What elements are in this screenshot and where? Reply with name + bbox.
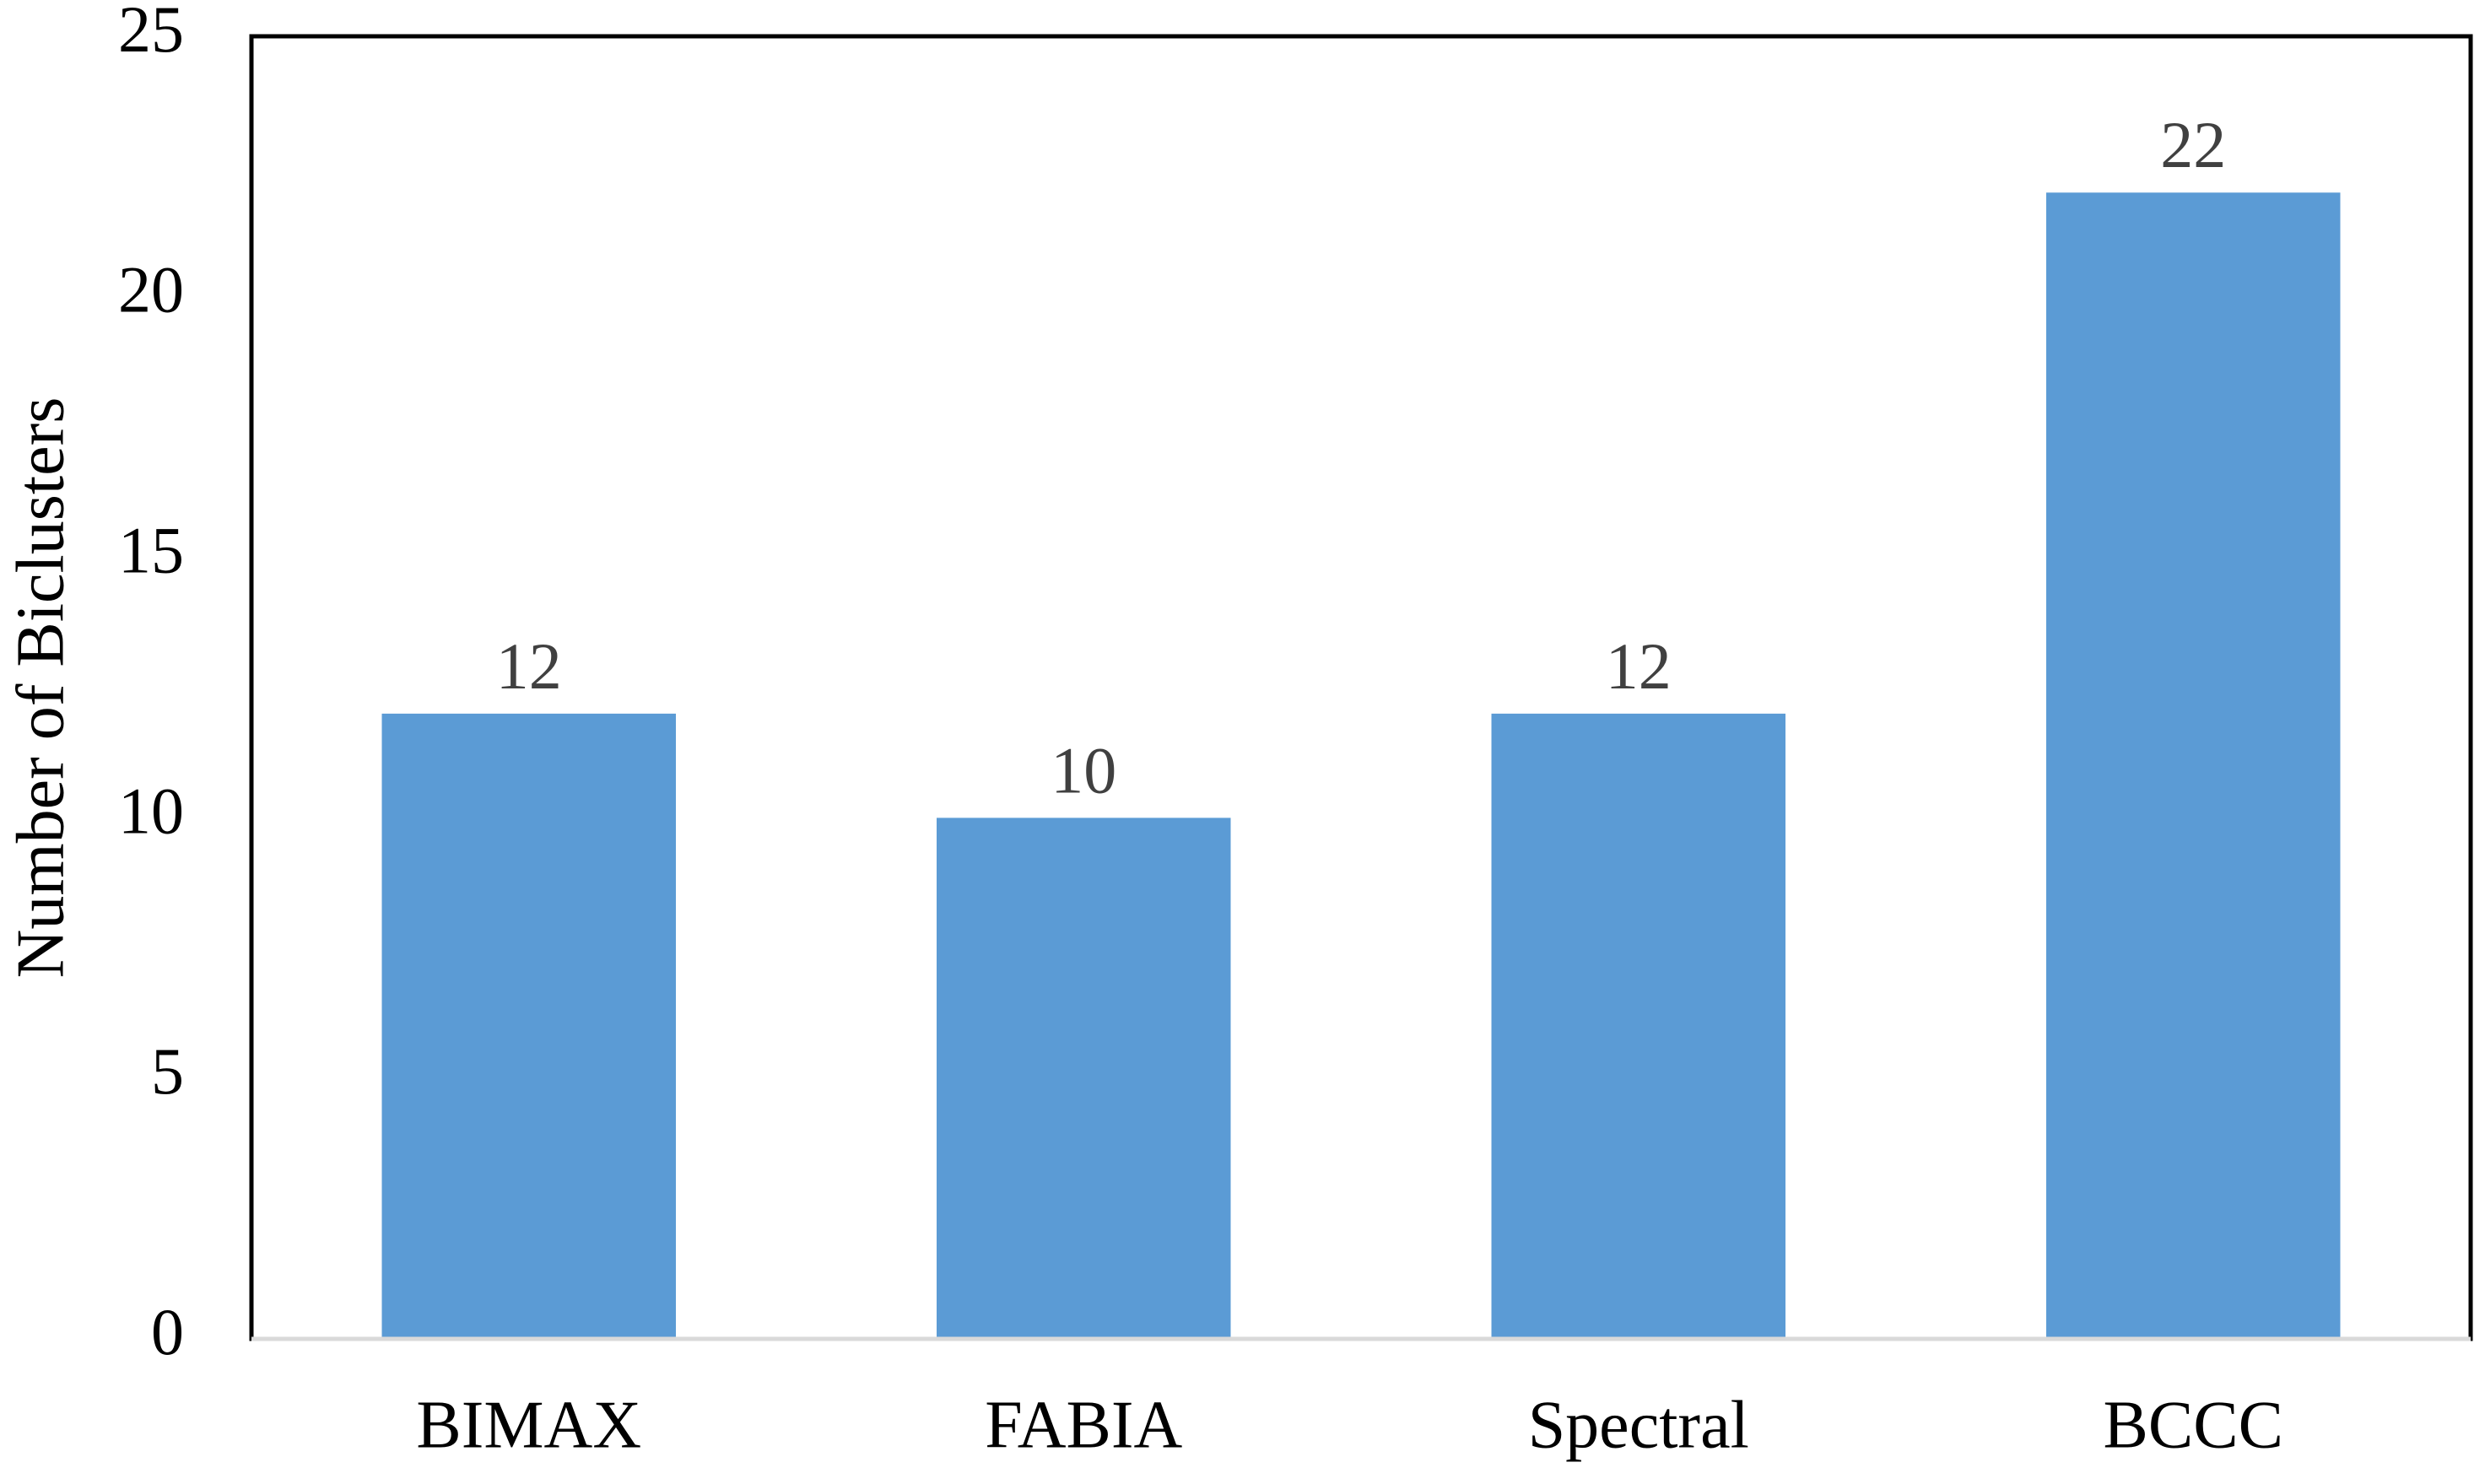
- bars: [381, 192, 2341, 1339]
- x-axis-labels: BIMAX FABIA Spectral BCCC: [416, 1388, 2283, 1462]
- data-label: 12: [496, 629, 562, 703]
- y-tick-label: 15: [118, 514, 184, 587]
- y-tick-label: 10: [118, 774, 184, 847]
- y-tick-label: 20: [118, 253, 184, 326]
- y-axis-title: Number of Biclusters: [3, 397, 78, 979]
- y-axis-ticks: 0 5 10 15 20 25: [118, 0, 184, 1368]
- bar: [2046, 192, 2341, 1339]
- x-tick-label: Spectral: [1528, 1388, 1749, 1462]
- y-tick-label: 25: [118, 0, 184, 66]
- bar: [381, 713, 676, 1339]
- data-label: 12: [1606, 629, 1672, 703]
- y-tick-label: 0: [151, 1295, 184, 1368]
- bar: [1491, 713, 1785, 1339]
- y-tick-label: 5: [151, 1034, 184, 1108]
- bar: [937, 818, 1231, 1339]
- data-labels: 12 10 12 22: [496, 108, 2227, 807]
- x-tick-label: BCCC: [2104, 1388, 2283, 1462]
- x-tick-label: FABIA: [985, 1388, 1182, 1462]
- data-label: 22: [2160, 108, 2226, 181]
- x-tick-label: BIMAX: [416, 1388, 641, 1462]
- data-label: 10: [1051, 733, 1116, 807]
